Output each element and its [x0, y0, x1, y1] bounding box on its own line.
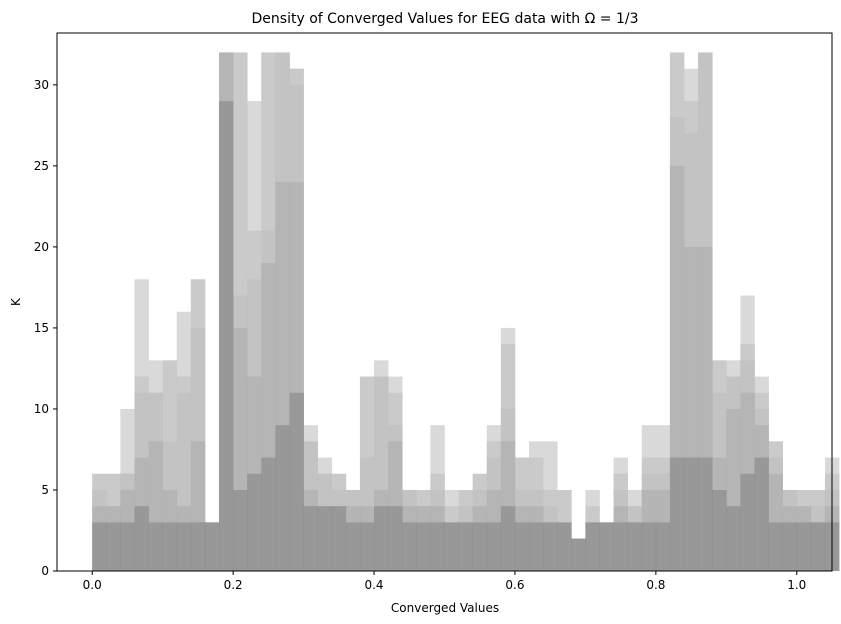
histogram-bar: [655, 522, 671, 571]
histogram-bar: [529, 522, 544, 571]
y-tick-label: 20: [34, 240, 49, 254]
histogram-bar: [500, 506, 516, 571]
histogram-bar: [712, 489, 727, 571]
x-tick-label: 0.6: [505, 578, 524, 592]
histogram-bar: [684, 457, 699, 571]
histogram-bar: [359, 522, 375, 571]
x-tick-label: 0.0: [83, 578, 102, 592]
x-tick-label: 0.4: [364, 578, 383, 592]
x-tick-label: 0.8: [646, 578, 665, 592]
histogram-bar: [782, 522, 798, 571]
histogram-bar: [698, 457, 713, 571]
histogram-bars: [92, 52, 840, 572]
histogram-bar: [374, 506, 389, 571]
x-tick-label: 1.0: [787, 578, 806, 592]
histogram-bar: [599, 522, 614, 571]
histogram-bar: [458, 522, 473, 571]
histogram-bar: [233, 489, 248, 571]
histogram-bar: [514, 522, 530, 571]
y-tick-label: 5: [41, 483, 49, 497]
histogram-bar: [92, 522, 107, 571]
histogram-bar: [726, 506, 741, 571]
histogram-bar: [106, 522, 121, 571]
histogram-bar: [345, 522, 361, 571]
histogram-bar: [388, 506, 403, 571]
histogram-bar: [275, 425, 290, 571]
x-axis: 0.0 0.2 0.4 0.6 0.8 1.0: [83, 571, 806, 592]
histogram-bar: [444, 522, 459, 571]
histogram-bar: [190, 522, 206, 571]
histogram-bar: [627, 522, 643, 571]
histogram-bar: [289, 392, 304, 571]
histogram-bar: [613, 522, 628, 571]
y-tick-label: 10: [34, 402, 49, 416]
histogram-bar: [641, 522, 657, 571]
y-axis: 0 5 10 15 20 25 30: [34, 78, 57, 578]
histogram-bar: [204, 522, 220, 571]
histogram-bar: [247, 473, 262, 571]
histogram-bar: [557, 522, 572, 571]
plot-frame: [56, 32, 833, 572]
histogram-bar: [430, 522, 445, 571]
histogram-bar: [261, 457, 276, 571]
histogram-bar: [796, 522, 812, 571]
y-tick-label: 25: [34, 159, 49, 173]
histogram-bar: [331, 506, 347, 571]
histogram-bar: [472, 522, 488, 571]
histogram-bar: [543, 522, 558, 571]
y-tick-label: 0: [41, 564, 49, 578]
histogram-bar: [303, 506, 318, 571]
histogram-bar: [134, 506, 149, 571]
histogram-bar: [669, 457, 685, 571]
histogram-bar: [219, 101, 234, 571]
histogram-bar: [317, 506, 333, 571]
y-axis-label: K: [9, 297, 23, 306]
histogram-bar: [148, 522, 163, 571]
y-tick-label: 15: [34, 321, 49, 335]
histogram-bar: [585, 522, 600, 571]
histogram-bar: [740, 473, 755, 571]
histogram-bar: [486, 522, 502, 571]
x-axis-label: Converged Values: [391, 601, 499, 615]
histogram-bar: [176, 522, 192, 571]
histogram-bar: [402, 522, 417, 571]
histogram-bar: [768, 522, 783, 571]
chart-title: Density of Converged Values for EEG data…: [252, 11, 639, 27]
histogram-bar: [810, 522, 826, 571]
histogram-bar: [416, 522, 431, 571]
y-tick-label: 30: [34, 78, 49, 92]
histogram-bar: [754, 457, 769, 571]
histogram-bar: [571, 538, 586, 571]
histogram-bar: [120, 522, 135, 571]
histogram-bar: [162, 522, 178, 571]
x-tick-label: 0.2: [224, 578, 243, 592]
